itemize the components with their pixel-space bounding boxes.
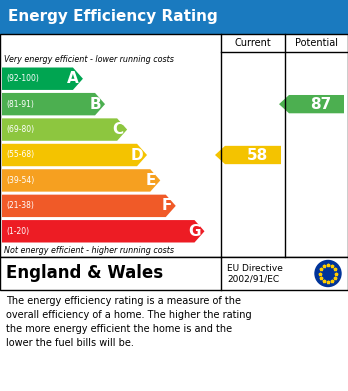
Text: Very energy efficient - lower running costs: Very energy efficient - lower running co… [4, 54, 174, 63]
Text: The energy efficiency rating is a measure of the
overall efficiency of a home. T: The energy efficiency rating is a measur… [6, 296, 252, 348]
Polygon shape [2, 195, 176, 217]
Bar [0, 0, 348, 34]
Polygon shape [2, 144, 147, 166]
Text: G: G [188, 224, 200, 239]
Text: EU Directive: EU Directive [227, 264, 283, 273]
Polygon shape [2, 68, 83, 90]
Text: (21-38): (21-38) [6, 201, 34, 210]
Text: B: B [89, 97, 101, 112]
Text: (81-91): (81-91) [6, 100, 34, 109]
Text: Potential: Potential [295, 38, 338, 48]
Text: 87: 87 [310, 97, 331, 112]
Polygon shape [215, 146, 281, 164]
Text: (92-100): (92-100) [6, 74, 39, 83]
Bar [0, 257, 348, 290]
Text: C: C [112, 122, 123, 137]
Text: (69-80): (69-80) [6, 125, 34, 134]
Text: Not energy efficient - higher running costs: Not energy efficient - higher running co… [4, 246, 174, 255]
Circle shape [315, 260, 341, 287]
Text: Energy Efficiency Rating: Energy Efficiency Rating [8, 9, 218, 25]
Text: 58: 58 [246, 147, 268, 163]
Text: A: A [67, 71, 79, 86]
Polygon shape [2, 118, 127, 141]
Text: (39-54): (39-54) [6, 176, 34, 185]
Text: England & Wales: England & Wales [6, 264, 163, 283]
Polygon shape [279, 95, 344, 113]
Text: (55-68): (55-68) [6, 151, 34, 160]
Text: 2002/91/EC: 2002/91/EC [227, 275, 279, 284]
Text: D: D [130, 147, 143, 163]
Text: F: F [161, 198, 172, 213]
Bar [0, 34, 348, 257]
Text: E: E [146, 173, 156, 188]
Polygon shape [2, 169, 160, 192]
Polygon shape [2, 93, 105, 115]
Text: Current: Current [235, 38, 271, 48]
Text: (1-20): (1-20) [6, 227, 29, 236]
Polygon shape [2, 220, 205, 242]
